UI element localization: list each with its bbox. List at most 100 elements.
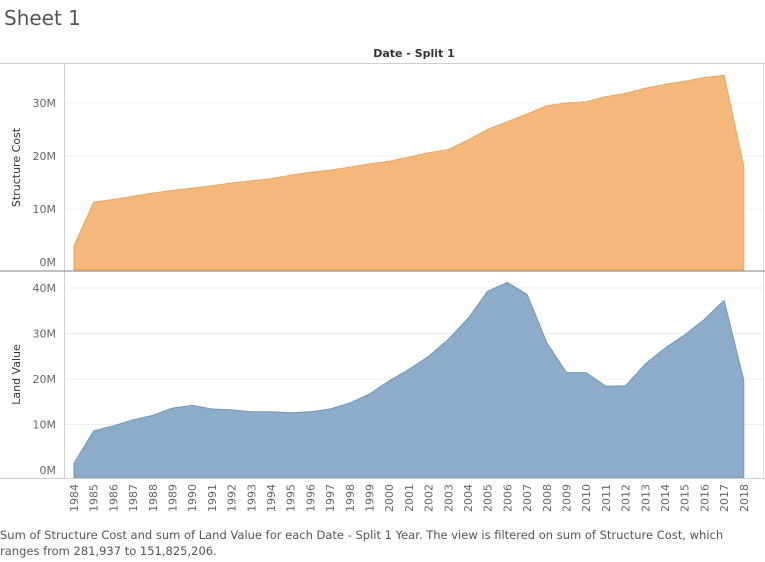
area-structure-cost: [73, 74, 745, 271]
y-tick-label: 20M: [33, 373, 57, 386]
data-point: [527, 294, 528, 295]
data-point: [172, 408, 173, 409]
data-point: [507, 282, 508, 283]
y-tick-label: 0M: [40, 464, 57, 477]
data-point: [704, 77, 705, 78]
data-point: [152, 415, 153, 416]
data-point: [271, 178, 272, 179]
data-point: [625, 385, 626, 386]
x-tick-label: 1985: [88, 484, 101, 512]
data-point: [527, 114, 528, 115]
data-point: [645, 88, 646, 89]
data-point: [566, 372, 567, 373]
y-axis-label: Land Value: [10, 344, 23, 405]
x-tick-label: 2007: [521, 484, 534, 512]
y-axis-label: Structure Cost: [10, 127, 23, 207]
x-tick-label: 2009: [561, 484, 574, 512]
data-point: [468, 318, 469, 319]
x-tick-label: 1990: [186, 484, 199, 512]
data-point: [133, 196, 134, 197]
data-point: [743, 166, 744, 167]
data-point: [310, 411, 311, 412]
data-point: [625, 93, 626, 94]
x-tick-label: 1992: [226, 484, 239, 512]
data-point: [93, 202, 94, 203]
x-tick-label: 2004: [462, 484, 475, 512]
data-point: [448, 149, 449, 150]
x-tick-label: 2005: [482, 484, 495, 512]
data-point: [645, 364, 646, 365]
data-point: [330, 170, 331, 171]
x-tick-label: 2012: [620, 484, 633, 512]
data-point: [665, 348, 666, 349]
data-point: [113, 199, 114, 200]
x-tick-label: 1998: [344, 484, 357, 512]
data-point: [408, 157, 409, 158]
data-point: [546, 342, 547, 343]
x-tick-label: 2003: [442, 484, 455, 512]
x-tick-label: 2018: [738, 484, 751, 512]
y-tick-label: 30M: [33, 97, 57, 110]
data-point: [93, 430, 94, 431]
x-tick-label: 2015: [679, 484, 692, 512]
data-point: [152, 193, 153, 194]
chart-area: Date - Split 1 0M 10M 20M 30M Structure Cost 0…: [0, 47, 765, 512]
data-point: [724, 75, 725, 76]
x-tick-label: 2016: [698, 484, 711, 512]
area-land-value: [73, 282, 745, 479]
data-point: [251, 180, 252, 181]
x-tick-label: 1984: [68, 484, 81, 512]
data-point: [428, 356, 429, 357]
x-tick-label: 1996: [304, 484, 317, 512]
data-point: [586, 101, 587, 102]
y-tick-label: 40M: [33, 282, 57, 295]
data-point: [586, 372, 587, 373]
data-point: [211, 409, 212, 410]
data-point: [251, 411, 252, 412]
x-tick-label: 1994: [265, 484, 278, 512]
data-point: [428, 152, 429, 153]
data-point: [487, 129, 488, 130]
x-tick-label: 1995: [285, 484, 298, 512]
x-tick-label: 1986: [107, 484, 120, 512]
data-point: [487, 291, 488, 292]
data-point: [211, 185, 212, 186]
data-point: [192, 405, 193, 406]
x-tick-label: 2013: [639, 484, 652, 512]
data-point: [468, 140, 469, 141]
x-tick-label: 1991: [206, 484, 219, 512]
x-tick-label: 2017: [718, 484, 731, 512]
data-point: [507, 121, 508, 122]
data-point: [724, 300, 725, 301]
x-tick-label: 2011: [600, 484, 613, 512]
data-point: [349, 167, 350, 168]
x-tick-label: 2006: [501, 484, 514, 512]
x-tick-label: 2002: [423, 484, 436, 512]
data-point: [74, 246, 75, 247]
data-point: [369, 163, 370, 164]
data-point: [133, 419, 134, 420]
data-point: [290, 175, 291, 176]
data-point: [665, 84, 666, 85]
data-point: [605, 96, 606, 97]
x-tick-label: 1989: [167, 484, 180, 512]
y-tick-label: 0M: [40, 256, 57, 269]
data-point: [192, 188, 193, 189]
x-tick-label: 1997: [324, 484, 337, 512]
x-tick-label: 1988: [147, 484, 160, 512]
data-point: [684, 334, 685, 335]
data-point: [271, 411, 272, 412]
data-point: [231, 409, 232, 410]
data-point: [369, 394, 370, 395]
y-tick-label: 30M: [33, 328, 57, 341]
data-point: [704, 319, 705, 320]
data-point: [408, 369, 409, 370]
data-point: [389, 380, 390, 381]
data-point: [448, 339, 449, 340]
x-tick-label: 1987: [127, 484, 140, 512]
data-point: [290, 412, 291, 413]
x-tick-label: 2000: [383, 484, 396, 512]
data-point: [172, 190, 173, 191]
chart-caption: Sum of Structure Cost and sum of Land Va…: [0, 528, 724, 558]
data-point: [389, 161, 390, 162]
